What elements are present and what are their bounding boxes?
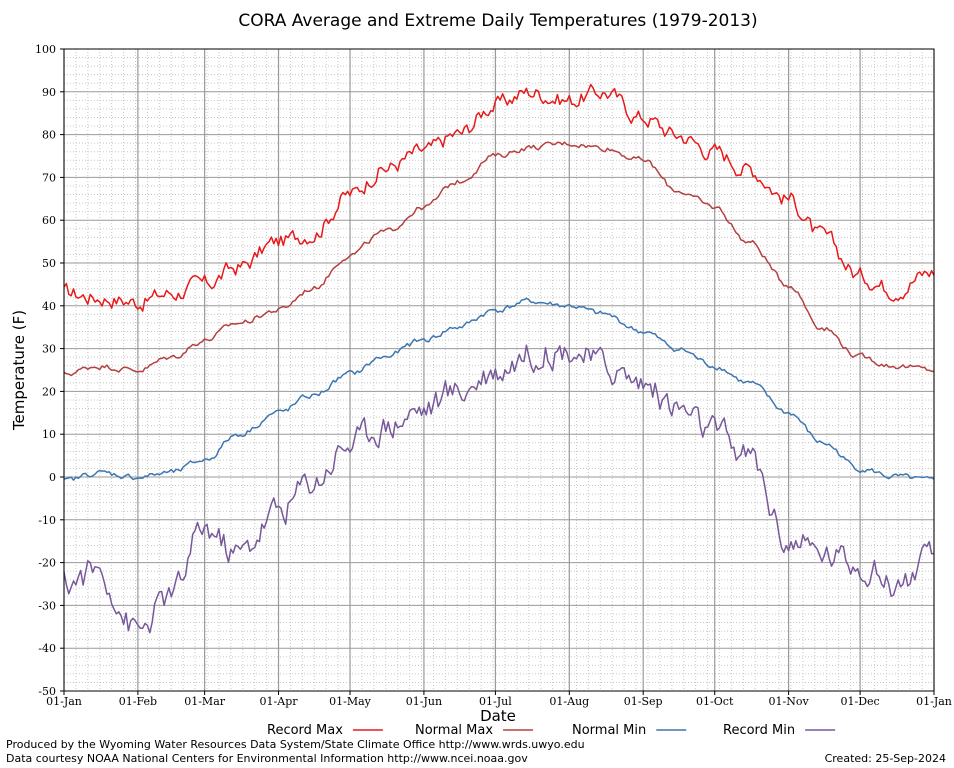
y-tick-label: 40 [42, 300, 56, 313]
y-tick-label: 20 [42, 385, 56, 398]
x-tick-label: 01-Mar [184, 695, 226, 708]
series-line-normal-min [63, 297, 935, 481]
x-axis-label: Date [480, 707, 516, 725]
y-tick-label: 10 [42, 428, 56, 441]
series-lines [63, 83, 935, 634]
x-tick-label: 01-Jun [406, 695, 442, 708]
y-tick-label: -30 [38, 599, 56, 612]
series-line-normal-max [63, 141, 935, 377]
y-tick-label: 0 [49, 471, 56, 484]
footer-courtesy: Data courtesy NOAA National Centers for … [6, 752, 528, 765]
legend-label: Normal Min [572, 723, 646, 738]
y-tick-label: 80 [42, 129, 56, 142]
plot-frame [63, 48, 935, 692]
y-tick-label: 50 [42, 257, 56, 270]
x-tick-label: 01-Dec [841, 695, 880, 708]
x-axis-ticks: 01-Jan 01-Feb 01-Mar 01-Apr 01-May 01-Jun 01-J… [46, 691, 952, 708]
chart-title: CORA Average and Extreme Daily Temperatu… [238, 11, 757, 31]
legend: Record Max Normal Max Normal Min Record Min [267, 723, 836, 738]
footer-produced: Produced by the Wyoming Water Resources … [6, 738, 585, 751]
y-tick-label: 60 [42, 214, 56, 227]
x-tick-label: 01-Jan [46, 695, 82, 708]
legend-label: Normal Max [415, 723, 493, 738]
series-line-record-max [63, 83, 935, 312]
legend-label: Record Min [723, 723, 795, 738]
y-tick-label: 90 [42, 86, 56, 99]
x-tick-label: 01-Aug [549, 695, 589, 708]
y-tick-label: 30 [42, 343, 56, 356]
legend-label: Record Max [267, 723, 343, 738]
y-axis-label: Temperature (F) [10, 310, 28, 431]
x-tick-label: 01-May [329, 695, 372, 708]
y-tick-label: -40 [38, 642, 56, 655]
y-tick-label: 100 [35, 43, 56, 56]
y-tick-label: -50 [38, 685, 56, 698]
x-tick-label: 01-Jan [916, 695, 952, 708]
x-tick-label: 01-Nov [769, 695, 810, 708]
x-tick-label: 01-Jul [479, 695, 512, 708]
footer-created: Created: 25-Sep-2024 [825, 752, 946, 765]
x-tick-label: 01-Feb [119, 695, 157, 708]
x-tick-label: 01-Apr [260, 695, 299, 708]
y-axis-ticks: -50 -40 -30 -20 -10 0 10 20 30 40 50 60 70 80 90 100 [35, 43, 64, 698]
series-line-record-min [63, 344, 935, 634]
grid [63, 48, 935, 692]
y-tick-label: -10 [38, 514, 56, 527]
y-tick-label: -20 [38, 557, 56, 570]
x-tick-label: 01-Oct [696, 695, 734, 708]
x-tick-label: 01-Sep [624, 695, 663, 708]
y-tick-label: 70 [42, 171, 56, 184]
